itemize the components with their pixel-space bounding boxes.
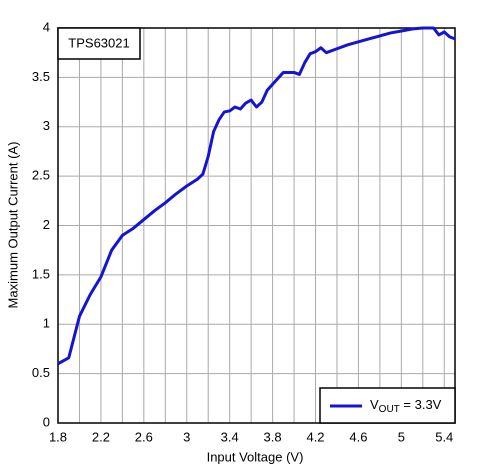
legend-label-sub: OUT bbox=[379, 404, 400, 415]
x-tick-label: 3.8 bbox=[264, 429, 282, 444]
y-tick-label: 1 bbox=[43, 316, 50, 331]
y-tick-label: 3 bbox=[43, 118, 50, 133]
legend-box bbox=[319, 387, 456, 424]
data-line bbox=[57, 26, 456, 366]
legend-label: VOUT = 3.3V bbox=[370, 397, 442, 414]
y-tick-label: 1.5 bbox=[32, 266, 50, 281]
x-tick-label: 3.4 bbox=[221, 429, 239, 444]
legend-label-rest: = 3.3V bbox=[400, 397, 442, 412]
y-axis-label: Maximum Output Current (A) bbox=[5, 142, 20, 309]
x-tick-label: 2.6 bbox=[135, 429, 153, 444]
x-tick-label: 4.6 bbox=[349, 429, 367, 444]
y-tick-label: 4 bbox=[43, 19, 50, 34]
y-tick-label: 2.5 bbox=[32, 168, 50, 183]
plot-frame bbox=[57, 27, 456, 424]
y-tick-label: 0.5 bbox=[32, 365, 50, 380]
x-tick-label: 5 bbox=[398, 429, 405, 444]
x-tick-label: 3 bbox=[183, 429, 190, 444]
legend-label-main: V bbox=[370, 397, 379, 412]
annotation: TPS63021 bbox=[68, 35, 129, 50]
annotation-box bbox=[57, 27, 141, 60]
x-tick-label: 2.2 bbox=[92, 429, 110, 444]
y-tick-label: 0 bbox=[43, 414, 50, 429]
y-tick-label: 3.5 bbox=[32, 69, 50, 84]
x-tick-label: 4.2 bbox=[306, 429, 324, 444]
x-tick-label: 5.4 bbox=[435, 429, 453, 444]
x-tick-label: 1.8 bbox=[49, 429, 67, 444]
y-tick-label: 2 bbox=[43, 217, 50, 232]
x-axis-label: Input Voltage (V) bbox=[207, 449, 304, 464]
